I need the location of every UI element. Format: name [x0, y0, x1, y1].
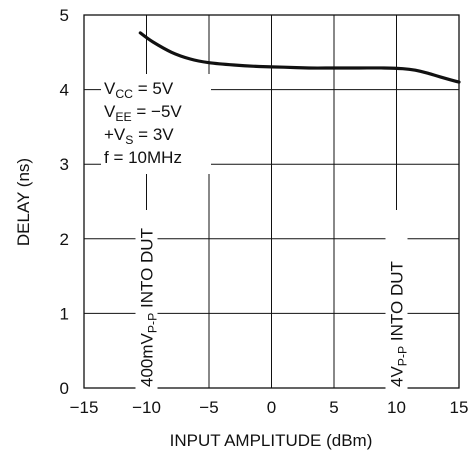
- marker-400mvpp-label-sub: P-P: [146, 313, 160, 333]
- y-tick-label: 5: [60, 6, 69, 25]
- tick-labels: −15 −10 −5 0 5 10 15 0 1 2 3 4 5: [60, 6, 469, 417]
- marker-400mvpp-background: [135, 210, 158, 395]
- x-axis-title: INPUT AMPLITUDE (dBm): [170, 431, 373, 450]
- x-tick-label: 10: [387, 398, 406, 417]
- condition-line-sub: EE: [115, 110, 131, 124]
- condition-line: VEE = −5V: [104, 102, 182, 124]
- condition-line: f = 10MHz: [104, 148, 182, 167]
- plot-border: [83, 14, 460, 389]
- marker-4vpp-label-main: 4V: [388, 366, 407, 387]
- marker-4vpp: 4VP-P INTO DUT: [385, 210, 410, 395]
- condition-line-main: +V: [104, 125, 126, 144]
- y-tick-label: 1: [60, 304, 69, 323]
- y-tick-label: 0: [60, 379, 69, 398]
- marker-400mvpp: 400mVP-P INTO DUT: [135, 210, 160, 395]
- marker-400mvpp-label-rest: INTO DUT: [138, 228, 157, 313]
- marker-400mvpp-label-main: 400mV: [138, 332, 157, 387]
- condition-line-sub: S: [125, 133, 133, 147]
- x-tick-label: −15: [70, 398, 99, 417]
- x-tick-label: 15: [450, 398, 469, 417]
- condition-line-rest: = 3V: [133, 125, 174, 144]
- marker-400mvpp-label: 400mVP-P INTO DUT: [138, 228, 160, 387]
- conditions-background: [101, 74, 211, 174]
- x-tick-label: −5: [199, 398, 218, 417]
- condition-line-main: V: [104, 79, 116, 98]
- condition-line-rest: = 5V: [133, 79, 174, 98]
- x-tick-label: 5: [329, 398, 338, 417]
- y-tick-label: 3: [60, 155, 69, 174]
- plot-frame: [83, 14, 460, 389]
- series-layer: [138, 31, 461, 84]
- condition-line-main: f = 10MHz: [104, 148, 182, 167]
- condition-line-main: V: [104, 102, 116, 121]
- x-tick-label: 0: [267, 398, 276, 417]
- condition-line: +VS = 3V: [104, 125, 174, 147]
- y-tick-label: 4: [60, 81, 69, 100]
- marker-4vpp-label: 4VP-P INTO DUT: [388, 261, 410, 387]
- marker-4vpp-background: [385, 210, 408, 395]
- y-axis-title: DELAY (ns): [14, 158, 33, 246]
- marker-4vpp-label-sub: P-P: [396, 346, 410, 366]
- condition-line: VCC = 5V: [104, 79, 174, 101]
- series-line-0: [138, 31, 461, 84]
- y-tick-label: 2: [60, 230, 69, 249]
- marker-4vpp-label-rest: INTO DUT: [388, 261, 407, 346]
- x-tick-label: −10: [132, 398, 161, 417]
- condition-line-rest: = −5V: [132, 102, 183, 121]
- condition-line-sub: CC: [115, 87, 133, 101]
